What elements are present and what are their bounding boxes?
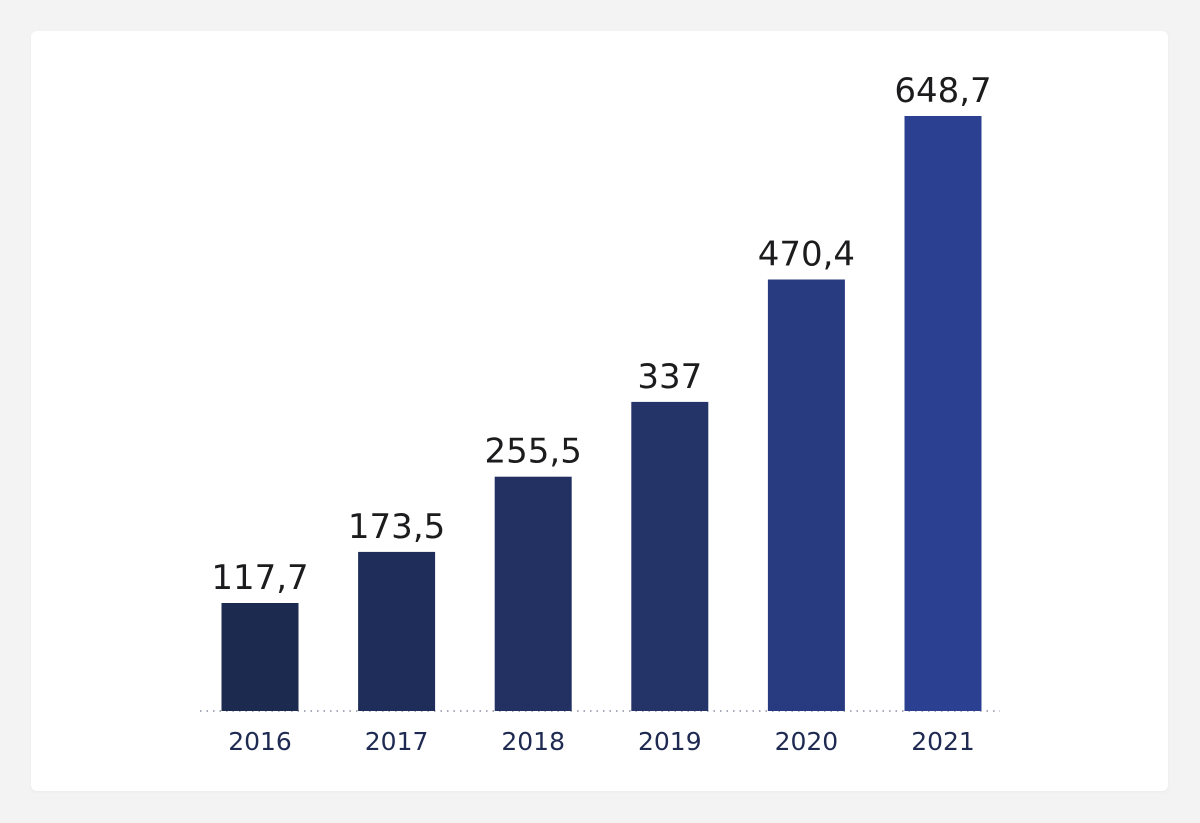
value-labels-group: 117,7 173,5 255,5 337 470,4 648,7: [211, 71, 991, 598]
value-label-2018: 255,5: [485, 432, 582, 472]
bar-2016: [221, 603, 299, 711]
category-label-2020: 2020: [775, 727, 839, 756]
bar-2021: [904, 116, 982, 711]
bar-2020: [767, 279, 845, 711]
bar-2019: [631, 401, 709, 711]
bar-2018: [494, 476, 572, 711]
category-label-2021: 2021: [911, 727, 975, 756]
bars-group: [221, 116, 982, 711]
category-label-2018: 2018: [501, 727, 565, 756]
value-label-2017: 173,5: [348, 507, 445, 547]
bar-2017: [358, 551, 436, 711]
category-label-2016: 2016: [228, 727, 292, 756]
category-label-2017: 2017: [365, 727, 429, 756]
value-label-2019: 337: [637, 357, 702, 397]
value-label-2016: 117,7: [211, 558, 308, 598]
value-label-2021: 648,7: [894, 71, 991, 111]
value-label-2020: 470,4: [758, 235, 855, 275]
category-label-2019: 2019: [638, 727, 702, 756]
category-labels-group: 2016 2017 2018 2019 2020 2021: [228, 727, 975, 756]
